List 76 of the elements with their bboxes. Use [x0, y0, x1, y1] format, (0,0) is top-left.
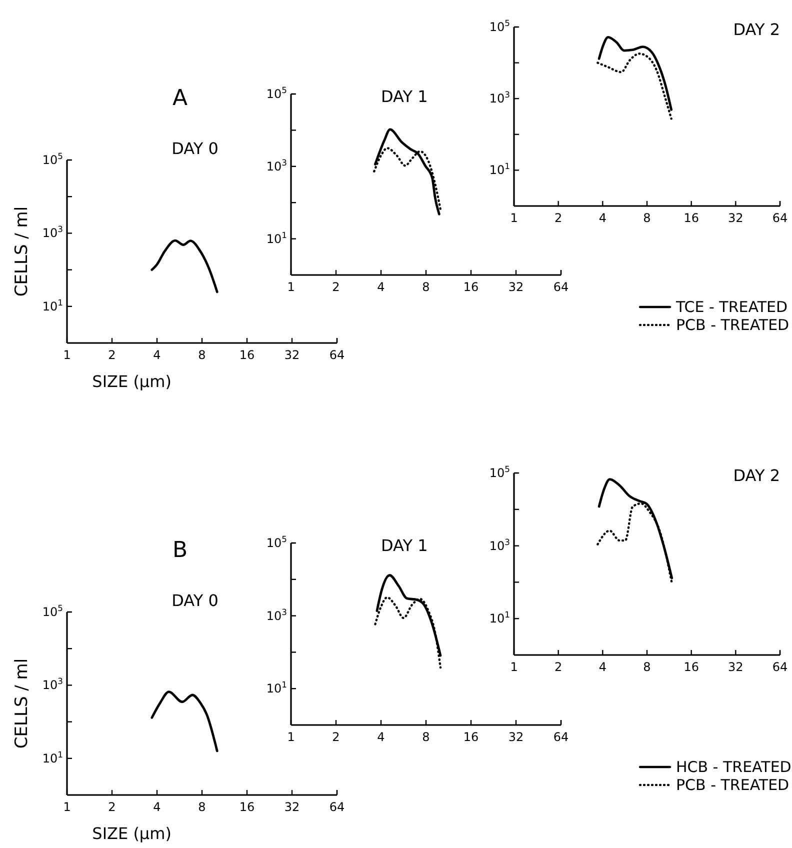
x-tick-label: 2 — [332, 280, 340, 294]
chart-title: DAY 0 — [172, 139, 218, 158]
x-tick-label: 1 — [287, 280, 295, 294]
y-tick-label: 10$^{3}$ — [42, 676, 63, 692]
x-tick-label: 8 — [422, 730, 430, 744]
x-tick-label: 1 — [63, 348, 71, 362]
x-tick-label: 4 — [598, 660, 606, 674]
y-tick-label: 10$^{3}$ — [266, 606, 287, 623]
x-tick-label: 1 — [510, 660, 518, 674]
y-tick-label: 10$^{5}$ — [489, 18, 510, 34]
legend-label: PCB - TREATED — [676, 776, 790, 794]
legend-label: TCE - TREATED — [675, 298, 788, 316]
y-tick-label: 10$^{5}$ — [266, 534, 287, 550]
y-tick-label: 10$^{5}$ — [42, 603, 63, 619]
x-tick-label: 64 — [329, 800, 345, 814]
y-axis-title: CELLS / ml — [12, 658, 32, 749]
x-tick-label: 8 — [643, 211, 651, 225]
chart-title: DAY 2 — [733, 20, 780, 39]
x-tick-label: 2 — [554, 211, 562, 225]
x-tick-label: 4 — [598, 211, 606, 225]
x-tick-label: 32 — [508, 280, 524, 294]
x-tick-label: 64 — [772, 660, 788, 674]
y-tick-label: 10$^{1}$ — [42, 297, 63, 314]
x-tick-label: 8 — [643, 660, 651, 674]
x-tick-label: 32 — [284, 348, 300, 362]
x-tick-label: 32 — [728, 660, 744, 674]
y-tick-label: 10$^{3}$ — [266, 157, 287, 174]
y-tick-label: 10$^{1}$ — [489, 610, 510, 626]
x-tick-label: 2 — [108, 800, 116, 814]
x-tick-label: 4 — [377, 280, 385, 294]
x-tick-label: 2 — [332, 730, 340, 744]
x-tick-label: 16 — [239, 348, 255, 362]
x-tick-label: 4 — [153, 348, 161, 362]
x-tick-label: 16 — [463, 730, 479, 744]
y-tick-label: 10$^{1}$ — [266, 230, 287, 246]
y-axis-title: CELLS / ml — [12, 206, 32, 297]
chart-title: DAY 0 — [172, 591, 218, 610]
x-tick-label: 2 — [108, 348, 116, 362]
x-tick-label: 16 — [463, 280, 479, 294]
y-tick-label: 10$^{5}$ — [266, 85, 287, 101]
y-tick-label: 10$^{1}$ — [42, 749, 63, 766]
x-axis-title: SIZE (µm) — [92, 824, 172, 843]
x-tick-label: 64 — [329, 348, 345, 362]
y-tick-label: 10$^{1}$ — [489, 161, 510, 178]
x-axis-title: SIZE (µm) — [92, 372, 172, 391]
x-tick-label: 1 — [510, 211, 518, 225]
x-tick-label: 16 — [239, 800, 255, 814]
y-tick-label: 10$^{3}$ — [489, 536, 510, 553]
text: B — [172, 538, 188, 563]
x-tick-label: 8 — [422, 280, 430, 294]
chart-title: DAY 1 — [381, 87, 428, 106]
x-tick-label: 8 — [198, 348, 206, 362]
x-tick-label: 16 — [684, 211, 699, 225]
x-tick-label: 64 — [772, 211, 788, 225]
x-tick-label: 32 — [728, 211, 744, 225]
x-tick-label: 16 — [684, 660, 699, 674]
legend-label: HCB - TREATED — [676, 758, 792, 776]
y-tick-label: 10$^{3}$ — [42, 224, 63, 240]
x-tick-label: 4 — [153, 800, 161, 814]
y-tick-label: 10$^{5}$ — [489, 464, 510, 480]
x-tick-label: 1 — [63, 800, 71, 814]
x-tick-label: 1 — [287, 730, 295, 744]
x-tick-label: 32 — [508, 730, 524, 744]
x-tick-label: 64 — [553, 730, 569, 744]
x-tick-label: 2 — [554, 660, 562, 674]
y-tick-label: 10$^{3}$ — [489, 90, 510, 106]
text: A — [172, 86, 188, 111]
legend-label: PCB - TREATED — [676, 316, 790, 334]
x-tick-label: 8 — [198, 800, 206, 814]
x-tick-label: 32 — [284, 800, 300, 814]
chart-title: DAY 2 — [733, 466, 780, 485]
x-tick-label: 64 — [553, 280, 569, 294]
chart-title: DAY 1 — [381, 536, 428, 555]
y-tick-label: 10$^{5}$ — [42, 151, 63, 167]
y-tick-label: 10$^{1}$ — [266, 680, 287, 696]
x-tick-label: 4 — [377, 730, 385, 744]
